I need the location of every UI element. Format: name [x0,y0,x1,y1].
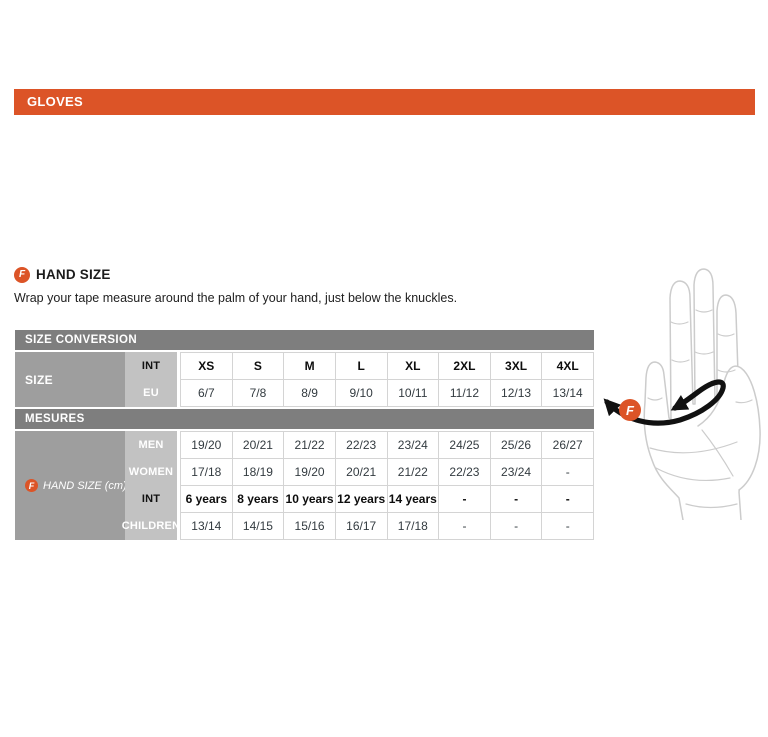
table-cell: 23/24 [490,459,543,486]
f-badge-icon: F [619,399,641,421]
table-cell: - [439,486,491,513]
table-cell: M [284,353,336,380]
f-badge-icon: F [14,266,30,283]
table-cell: 13/14 [542,380,594,407]
table-cell: 4XL [542,353,594,380]
table-cell: 23/24 [387,432,440,459]
table-cell: 26/27 [542,432,594,459]
table-cell: 19/20 [181,432,233,459]
table-cell: 17/18 [387,513,440,540]
table-cell: 15/16 [284,513,336,540]
table-cell: - [542,513,594,540]
table-cell: 8 years [232,486,285,513]
table-cell: L [335,353,388,380]
table-cell: 21/22 [387,459,440,486]
eu-size-row: 6/7 7/8 8/9 9/10 10/11 11/12 12/13 13/14 [181,380,594,407]
table-cell: 19/20 [284,459,336,486]
hand-size-heading: F HAND SIZE [14,266,111,283]
int-size-row: XS S M L XL 2XL 3XL 4XL [181,353,594,380]
table-cell: 13/14 [181,513,233,540]
row-label-women: WOMEN [128,465,174,478]
size-sub-labels: INT EU [125,352,177,407]
size-data: XS S M L XL 2XL 3XL 4XL 6/7 7/8 8/9 9/10… [180,352,594,407]
table-cell: 14/15 [232,513,285,540]
table-cell: 16/17 [335,513,388,540]
table-cell: 22/23 [439,459,491,486]
table-cell: 25/26 [490,432,543,459]
row-label-children: CHILDREN [121,519,181,532]
mesures-sub-labels: MEN WOMEN INT CHILDREN [121,431,181,540]
table-cell: - [439,513,491,540]
table-cell: 7/8 [232,380,285,407]
men-row: 19/20 20/21 21/22 22/23 23/24 24/25 25/2… [181,432,594,459]
table-cell: 10/11 [387,380,440,407]
size-group: SIZE INT EU XS S M L XL 2XL 3XL 4XL 6/7 [15,352,594,407]
row-label-eu: EU [143,386,159,399]
hand-size-cm-label: F HAND SIZE (cm) [15,431,127,540]
mesures-data: 19/20 20/21 21/22 22/23 23/24 24/25 25/2… [180,431,594,540]
size-conversion-header-bar: SIZE CONVERSION [15,330,594,350]
table-cell: 17/18 [181,459,233,486]
gloves-section-title: GLOVES [27,94,83,109]
table-cell: 22/23 [335,432,388,459]
row-label-int: INT [141,492,161,505]
svg-text:F: F [626,403,635,418]
table-cell: XL [387,353,440,380]
women-row: 17/18 18/19 19/20 20/21 21/22 22/23 23/2… [181,459,594,486]
table-cell: 3XL [490,353,543,380]
mesures-group: F HAND SIZE (cm) MEN WOMEN INT CHILDREN … [15,431,594,540]
table-cell: 18/19 [232,459,285,486]
size-table: SIZE CONVERSION SIZE INT EU XS S M L XL … [15,330,594,542]
mesures-header-bar: MESURES [15,409,594,429]
table-cell: 6 years [181,486,233,513]
row-label-men: MEN [138,438,164,451]
children-row: 13/14 14/15 15/16 16/17 17/18 - - - [181,513,594,540]
gloves-section-header: GLOVES [14,89,755,115]
table-cell: - [542,486,594,513]
mesures-label: MESURES [25,413,85,425]
table-cell: 20/21 [335,459,388,486]
measure-arrow-icon [603,379,726,426]
table-cell: 6/7 [181,380,233,407]
table-cell: 14 years [387,486,440,513]
hand-size-title: HAND SIZE [36,267,111,282]
table-cell: S [232,353,285,380]
table-cell: XS [181,353,233,380]
row-label-int: INT [141,359,161,372]
table-cell: 12/13 [490,380,543,407]
f-badge-icon: F [25,479,38,492]
table-cell: - [542,459,594,486]
table-cell: - [490,513,543,540]
int-years-row: 6 years 8 years 10 years 12 years 14 yea… [181,486,594,513]
table-cell: - [490,486,543,513]
table-cell: 9/10 [335,380,388,407]
hand-measure-illustration: F [590,252,768,521]
table-cell: 20/21 [232,432,285,459]
table-cell: 24/25 [439,432,491,459]
table-cell: 8/9 [284,380,336,407]
table-cell: 11/12 [439,380,491,407]
size-group-label: SIZE [15,352,125,407]
table-cell: 2XL [439,353,491,380]
table-cell: 21/22 [284,432,336,459]
hand-size-description: Wrap your tape measure around the palm o… [14,291,458,305]
hand-illustration-svg: F [603,268,761,521]
table-cell: 10 years [284,486,336,513]
size-conversion-label: SIZE CONVERSION [25,334,138,346]
hand-outline-icon [643,268,761,521]
table-cell: 12 years [335,486,388,513]
